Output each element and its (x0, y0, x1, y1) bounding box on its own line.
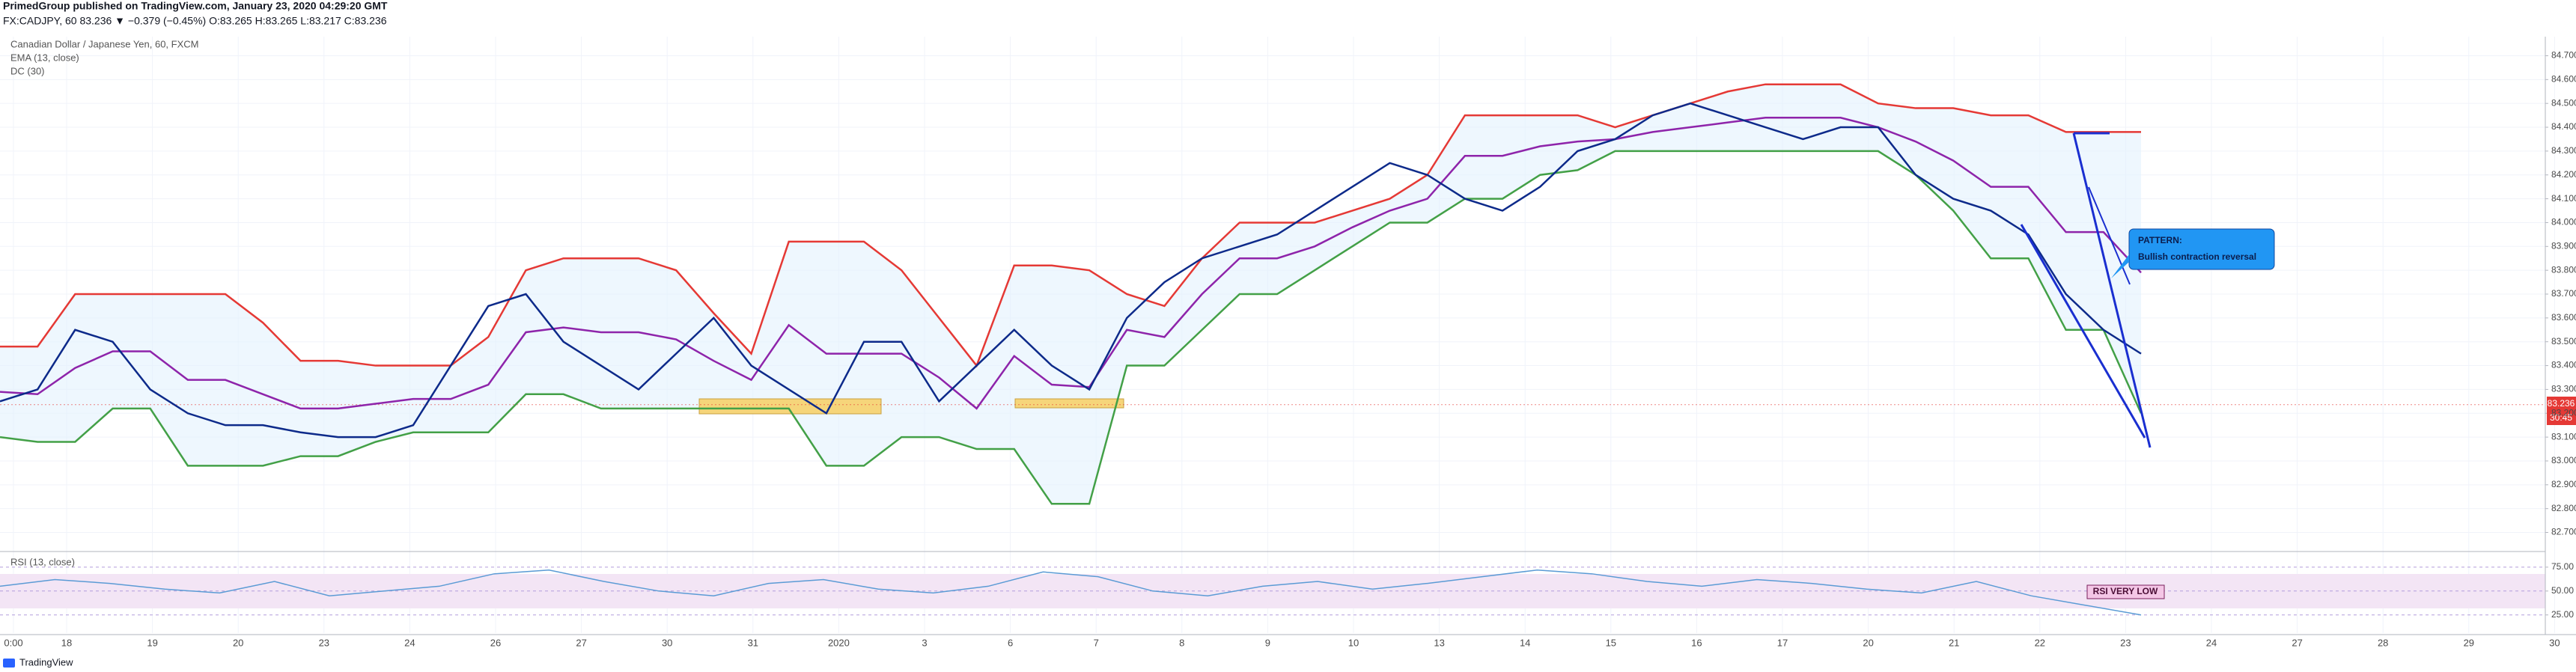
y-tick-label: 82.900 (2551, 479, 2576, 489)
header-symbol: FX:CADJPY, 60 83.236 ▼ −0.379 (−0.45%) O… (3, 15, 387, 27)
y-tick-label: 75.00 (2551, 561, 2574, 572)
price-tag-text: 83.236 (2548, 398, 2575, 409)
rsi-line (0, 569, 2142, 616)
annotation-box (2086, 584, 2165, 599)
x-tick-label: 19 (147, 637, 157, 648)
y-tick-label: 25.00 (2551, 609, 2574, 620)
x-tick-label: 20 (1863, 637, 1873, 648)
channel-fill (0, 84, 2141, 504)
logo (3, 659, 15, 668)
x-tick-label: 24 (2206, 637, 2217, 648)
y-tick-label: 83.200 (2551, 407, 2576, 418)
x-tick-label: 30 (662, 637, 672, 648)
countdown-text: 30:45 (2550, 412, 2572, 423)
x-tick-label: 3 (922, 637, 927, 648)
legend-title: Canadian Dollar / Japanese Yen, 60, FXCM (10, 38, 199, 49)
y-tick-label: 84.500 (2551, 97, 2576, 108)
y-tick-label: 84.600 (2551, 74, 2576, 85)
x-tick-label: 15 (1606, 637, 1616, 648)
x-tick-label: 8 (1179, 637, 1184, 648)
y-tick-label: 83.000 (2551, 455, 2576, 465)
x-tick-label: 9 (1265, 637, 1270, 648)
annotation-box (2128, 228, 2275, 270)
x-tick-label: 23 (2120, 637, 2131, 648)
x-tick-label: 14 (1520, 637, 1530, 648)
y-tick-label: 83.100 (2551, 431, 2576, 442)
countdown-tag (2547, 412, 2576, 425)
series-group (0, 83, 2545, 616)
x-tick-label: 10 (1348, 637, 1359, 648)
x-tick-label: 30 (2549, 637, 2560, 648)
y-tick-label: 84.400 (2551, 121, 2576, 132)
y-tick-label: 82.800 (2551, 503, 2576, 513)
x-tick-label: 20 (233, 637, 243, 648)
y-tick-label: 83.800 (2551, 264, 2576, 275)
annotation-pointer (2111, 254, 2129, 278)
y-tick-label: 84.200 (2551, 169, 2576, 180)
price-line (0, 102, 2142, 439)
x-tick-label: 23 (319, 637, 329, 648)
trend-line (2088, 186, 2131, 285)
y-tick-label: 83.300 (2551, 384, 2576, 394)
x-tick-label: 22 (2035, 637, 2045, 648)
x-tick-label: 0:00 (4, 637, 22, 648)
x-tick-label: 16 (1691, 637, 1702, 648)
x-tick-label: 13 (1434, 637, 1444, 648)
price-line (0, 117, 2142, 410)
x-tick-label: 26 (490, 637, 501, 648)
footer: TradingView (19, 656, 73, 668)
rsi-title: RSI (13, close) (10, 556, 75, 567)
x-tick-label: 27 (576, 637, 586, 648)
price-tag (2547, 397, 2576, 412)
x-tick-label: 17 (1777, 637, 1788, 648)
x-tick-label: 7 (1094, 637, 1099, 648)
price-line (0, 150, 2143, 505)
legend-item: DC (30) (10, 65, 45, 76)
trend-line (2020, 224, 2146, 439)
annotation-title: PATTERN: (2138, 235, 2182, 245)
x-tick-label: 2020 (828, 637, 850, 648)
x-tick-label: 29 (2464, 637, 2474, 648)
x-tick-label: 31 (748, 637, 758, 648)
support-zone (698, 398, 882, 415)
y-tick-label: 84.300 (2551, 145, 2576, 156)
y-tick-label: 84.000 (2551, 217, 2576, 227)
price-line (0, 83, 2141, 368)
y-tick-label: 82.700 (2551, 527, 2576, 537)
x-tick-label: 21 (1949, 637, 1959, 648)
trend-line (2072, 132, 2152, 448)
y-tick-label: 83.400 (2551, 360, 2576, 370)
channel-fill (0, 84, 2141, 504)
y-tick-label: 83.600 (2551, 312, 2576, 323)
annotation-text: RSI VERY LOW (2093, 586, 2158, 596)
y-tick-label: 83.500 (2551, 336, 2576, 346)
x-tick-label: 18 (61, 637, 72, 648)
support-zone (1014, 398, 1124, 409)
y-tick-label: 50.00 (2551, 585, 2574, 596)
x-tick-label: 28 (2378, 637, 2388, 648)
x-tick-label: 6 (1008, 637, 1013, 648)
y-tick-label: 84.700 (2551, 50, 2576, 61)
header-publisher: PrimedGroup published on TradingView.com… (3, 0, 388, 12)
y-tick-label: 83.700 (2551, 288, 2576, 299)
annotation-text: Bullish contraction reversal (2138, 251, 2256, 262)
y-tick-label: 83.900 (2551, 240, 2576, 251)
y-tick-label: 84.100 (2551, 193, 2576, 204)
legend-item: EMA (13, close) (10, 52, 79, 63)
x-tick-label: 27 (2292, 637, 2302, 648)
x-tick-label: 24 (404, 637, 415, 648)
